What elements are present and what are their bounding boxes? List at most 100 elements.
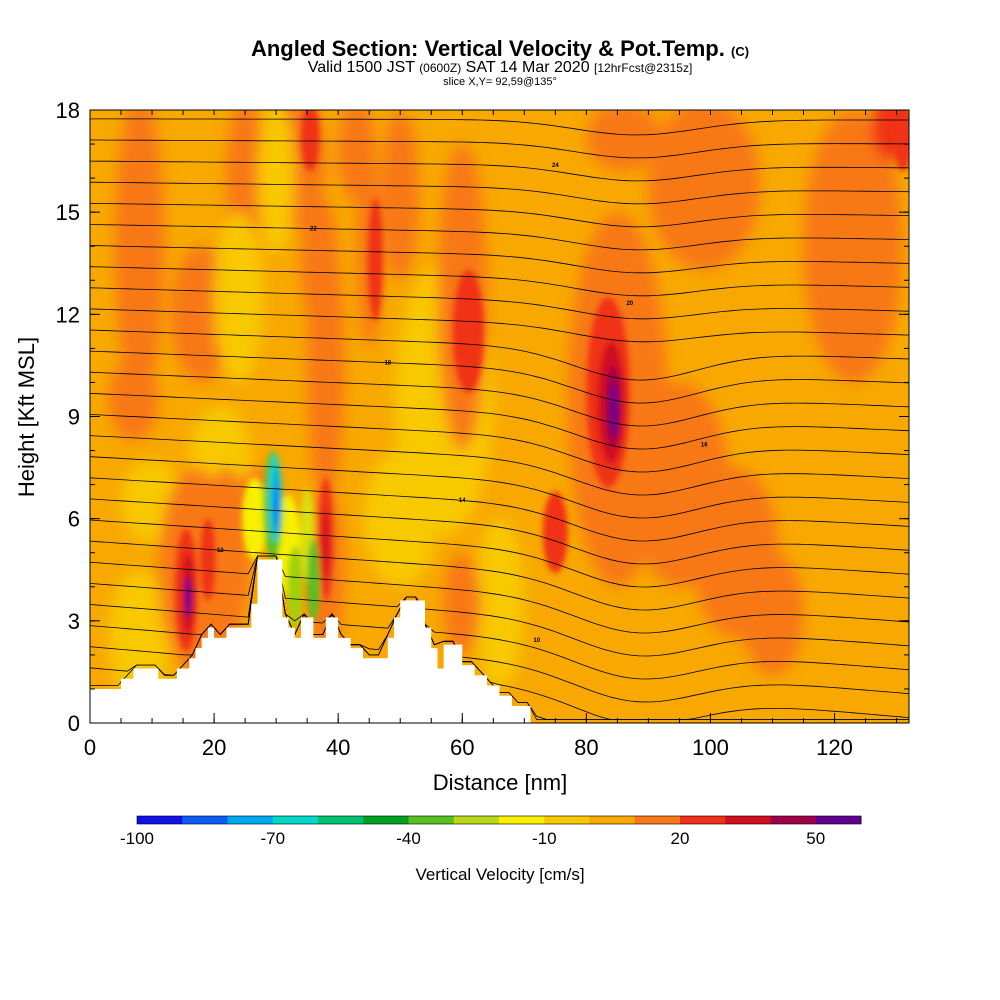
isentrope-line — [90, 456, 909, 519]
x-tick-label: 60 — [450, 735, 474, 760]
colorbar-tick-label: 50 — [806, 829, 825, 848]
y-tick-label: 6 — [68, 507, 80, 532]
isentrope-line — [90, 555, 909, 703]
field-shade — [184, 576, 192, 618]
colorbar — [136, 815, 862, 825]
y-axis-label: Height [Kft MSL] — [14, 337, 39, 497]
isentrope-line — [90, 160, 909, 182]
x-tick-label: 40 — [326, 735, 350, 760]
x-axis: 0 20 40 60 80 100 120 — [84, 110, 898, 760]
field-shade — [741, 552, 804, 676]
x-axis-label: Distance [nm] — [433, 770, 568, 795]
field-shade — [108, 358, 159, 441]
slice-info: slice X,Y= 92,59@135° — [443, 76, 557, 88]
isentrope-line — [90, 414, 909, 473]
y-tick-label: 12 — [56, 302, 80, 327]
field-shade — [322, 508, 329, 577]
title-unit: (C) — [731, 44, 750, 59]
field-shade — [300, 110, 320, 172]
y-tick-label: 18 — [56, 98, 80, 123]
x-tick-label: 80 — [574, 735, 598, 760]
isentrope-line — [90, 308, 909, 343]
field-shade — [274, 484, 278, 533]
isentrope-line — [90, 540, 909, 611]
field-shade — [381, 110, 419, 281]
isentrope-line — [90, 181, 909, 205]
isentrope-line — [90, 224, 909, 251]
isentrope-line — [90, 555, 909, 680]
field-shade — [474, 518, 525, 689]
field-shade — [586, 110, 661, 172]
colorbar-swatch — [770, 816, 817, 824]
colorbar-swatch — [499, 816, 545, 824]
chart-title: Angled Section: Vertical Velocity & Pot.… — [0, 36, 1000, 62]
isentrope-line — [90, 555, 909, 634]
field-shade — [201, 467, 252, 638]
colorbar-swatch — [544, 816, 590, 824]
isentrope-label: 16 — [701, 443, 708, 449]
isentrope-line — [90, 202, 909, 228]
colorbar-tick-label: -10 — [532, 829, 557, 848]
x-tick-label: 100 — [692, 735, 729, 760]
velocity-field: 10 12 14 16 18 20 22 24 — [90, 110, 909, 723]
colorbar-swatch — [363, 816, 409, 824]
valid-date: SAT 14 Mar 2020 — [465, 59, 590, 76]
colorbar-swatch — [815, 816, 862, 824]
isentrope-line — [90, 435, 909, 496]
isentrope-label: 14 — [459, 498, 466, 504]
field-shade — [893, 110, 909, 172]
isentrope-line — [90, 392, 909, 450]
isentrope-label: 24 — [552, 163, 559, 169]
field-shade — [648, 110, 761, 271]
terrain — [90, 559, 909, 723]
colorbar-swatch — [182, 816, 228, 824]
colorbar-tick-label: 20 — [671, 829, 690, 848]
isentrope-label: 20 — [626, 301, 633, 307]
colorbar-swatch — [589, 816, 636, 824]
colorbar-swatch — [137, 816, 183, 824]
colorbar-tick-label: -40 — [396, 829, 421, 848]
field-shade — [257, 110, 295, 254]
isentrope-line — [90, 329, 909, 381]
field-shade — [803, 110, 903, 383]
field-shade — [214, 212, 264, 383]
isentrope-line — [90, 371, 909, 427]
field-shade — [443, 552, 481, 655]
isentrope-line — [90, 139, 909, 159]
isentrope-line — [90, 350, 909, 404]
y-tick-label: 3 — [68, 609, 80, 634]
isentrope-line — [90, 519, 909, 588]
colorbar-swatch — [725, 816, 771, 824]
valid-utc: (0600Z) — [419, 61, 462, 75]
field-shade — [287, 545, 303, 628]
field-shade — [200, 518, 216, 601]
isentrope-line — [90, 287, 909, 320]
y-tick-label: 15 — [56, 200, 80, 225]
field-shade — [307, 539, 320, 621]
chart-subtitle: Valid 1500 JST (0600Z) SAT 14 Mar 2020 [… — [0, 60, 1000, 76]
colorbar-swatch — [408, 816, 455, 824]
colorbar-swatch — [318, 816, 364, 824]
isentrope-line — [90, 245, 909, 274]
isentrope-line — [90, 498, 909, 565]
isentrope-line — [90, 555, 909, 657]
colorbar-swatch — [227, 816, 274, 824]
field-shade — [367, 198, 383, 322]
field-shade — [609, 382, 618, 437]
isentrope-line — [90, 118, 909, 136]
field-shade — [542, 491, 568, 574]
colorbar-ticks: -100 -70 -40 -10 20 50 — [120, 829, 825, 848]
colorbar-tick-label: -70 — [260, 829, 285, 848]
field-shade — [307, 229, 345, 502]
colorbar-swatch — [680, 816, 726, 824]
y-axis: 0 3 6 9 12 15 18 — [56, 98, 909, 736]
colorbar-swatch — [272, 816, 319, 824]
x-tick-label: 120 — [816, 735, 853, 760]
isentrope-label: 10 — [533, 638, 540, 644]
x-tick-label: 0 — [84, 735, 96, 760]
field-shade — [242, 477, 267, 560]
isentrope-label: 18 — [384, 361, 391, 367]
title-main: Angled Section: Vertical Velocity & Pot.… — [250, 36, 725, 61]
isentrope-label: 22 — [310, 227, 317, 233]
